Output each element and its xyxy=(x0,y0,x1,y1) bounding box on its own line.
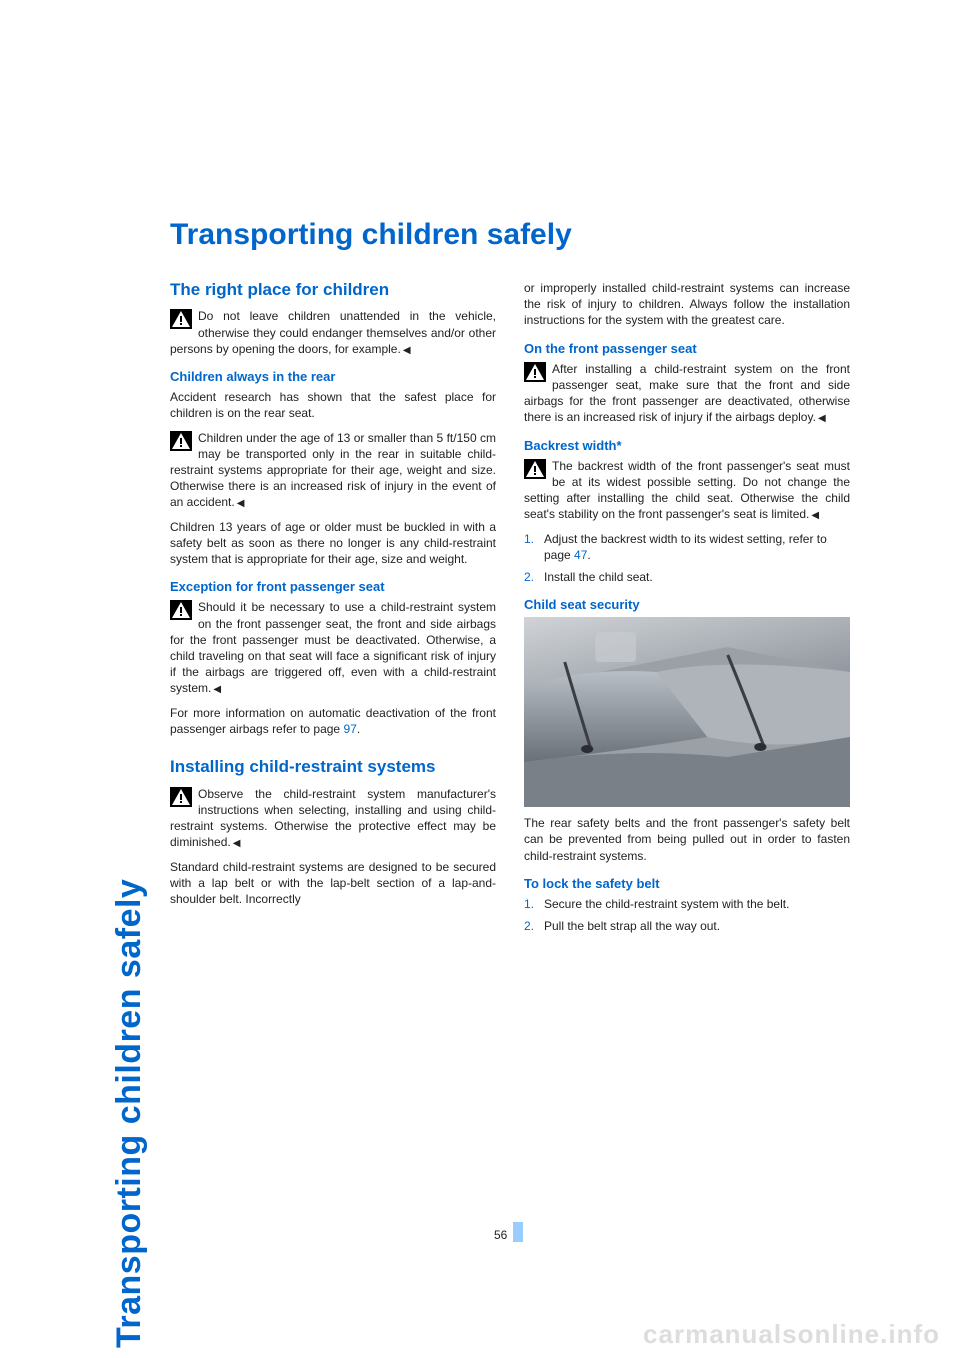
list-item: 2. Pull the belt strap all the way out. xyxy=(524,918,850,934)
list-text: Adjust the backrest width to its widest … xyxy=(544,531,850,563)
warning-paragraph: After installing a child-restraint syste… xyxy=(524,361,850,426)
body-paragraph: or improperly installed child-restraint … xyxy=(524,280,850,329)
warning-text: The backrest width of the front passenge… xyxy=(524,459,850,522)
section-heading: The right place for children xyxy=(170,280,496,300)
section-heading: Installing child-restraint systems xyxy=(170,757,496,777)
page-tab-marker xyxy=(513,1222,523,1242)
warning-text: After installing a child-restraint syste… xyxy=(524,362,850,425)
warning-text: Do not leave children unattended in the … xyxy=(170,309,496,355)
warning-icon xyxy=(170,309,192,329)
warning-paragraph: Do not leave children unattended in the … xyxy=(170,308,496,357)
list-number: 1. xyxy=(524,896,544,912)
warning-paragraph: Observe the child-restraint system manuf… xyxy=(170,786,496,851)
ordered-list: 1. Secure the child-restraint system wit… xyxy=(524,896,850,934)
text-fragment: . xyxy=(357,722,360,736)
subsection-heading: Exception for front passenger seat xyxy=(170,579,496,594)
left-column: The right place for children Do not leav… xyxy=(170,280,496,942)
list-number: 2. xyxy=(524,918,544,934)
warning-text: Children under the age of 13 or smaller … xyxy=(170,431,496,510)
body-paragraph: Children 13 years of age or older must b… xyxy=(170,519,496,568)
page-reference[interactable]: 97 xyxy=(343,722,356,736)
body-paragraph: For more information on automatic deacti… xyxy=(170,705,496,737)
subsection-heading: Child seat security xyxy=(524,597,850,612)
list-text: Pull the belt strap all the way out. xyxy=(544,918,850,934)
subsection-heading: Children always in the rear xyxy=(170,369,496,384)
page-reference[interactable]: 47 xyxy=(574,548,587,562)
footnote-star: * xyxy=(616,438,621,453)
two-column-layout: The right place for children Do not leav… xyxy=(170,280,850,942)
page-title: Transporting children safely xyxy=(170,218,850,252)
page-content: Transporting children safely The right p… xyxy=(170,218,850,942)
page-number-indicator: 56 xyxy=(494,1222,523,1242)
list-text: Install the child seat. xyxy=(544,569,850,585)
page-number: 56 xyxy=(494,1228,507,1242)
warning-icon xyxy=(524,459,546,479)
list-item: 1. Secure the child-restraint system wit… xyxy=(524,896,850,912)
body-paragraph: Standard child-restraint systems are des… xyxy=(170,859,496,908)
list-number: 1. xyxy=(524,531,544,563)
warning-paragraph: Should it be necessary to use a child-re… xyxy=(170,599,496,696)
body-paragraph: Accident research has shown that the saf… xyxy=(170,389,496,421)
warning-icon xyxy=(170,787,192,807)
subsection-heading: On the front passenger seat xyxy=(524,341,850,356)
right-column: or improperly installed child-restraint … xyxy=(524,280,850,942)
subsection-heading: To lock the safety belt xyxy=(524,876,850,891)
text-fragment: For more information on automatic deacti… xyxy=(170,706,496,736)
ordered-list: 1. Adjust the backrest width to its wide… xyxy=(524,531,850,586)
list-text: Secure the child-restraint system with t… xyxy=(544,896,850,912)
warning-icon xyxy=(170,431,192,451)
warning-icon xyxy=(170,600,192,620)
sidebar-chapter-label: Transporting children safely xyxy=(110,879,149,1348)
warning-paragraph: The backrest width of the front passenge… xyxy=(524,458,850,523)
list-number: 2. xyxy=(524,569,544,585)
body-paragraph: The rear safety belts and the front pass… xyxy=(524,815,850,864)
watermark: carmanualsonline.info xyxy=(643,1319,940,1350)
heading-text: Backrest width xyxy=(524,438,616,453)
child-seat-illustration xyxy=(524,617,850,807)
text-fragment: . xyxy=(587,548,590,562)
subsection-heading: Backrest width* xyxy=(524,438,850,453)
warning-icon xyxy=(524,362,546,382)
warning-text: Should it be necessary to use a child-re… xyxy=(170,600,496,695)
list-item: 1. Adjust the backrest width to its wide… xyxy=(524,531,850,563)
list-item: 2. Install the child seat. xyxy=(524,569,850,585)
warning-text: Observe the child-restraint system manuf… xyxy=(170,787,496,850)
warning-paragraph: Children under the age of 13 or smaller … xyxy=(170,430,496,511)
